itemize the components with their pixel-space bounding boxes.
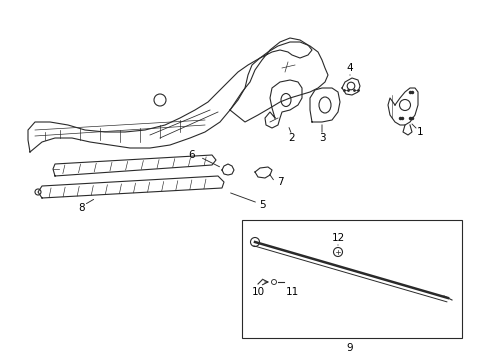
Text: 9: 9 [347,343,353,353]
Text: 1: 1 [416,127,423,137]
Text: 2: 2 [289,133,295,143]
Text: 4: 4 [347,63,353,73]
Text: 11: 11 [285,287,298,297]
Text: 7: 7 [277,177,283,187]
Bar [242,220,462,338]
Text: 6: 6 [189,150,196,160]
Text: 12: 12 [331,233,344,243]
Text: 10: 10 [251,287,265,297]
Text: 5: 5 [259,200,265,210]
Text: 3: 3 [318,133,325,143]
Text: 8: 8 [79,203,85,213]
